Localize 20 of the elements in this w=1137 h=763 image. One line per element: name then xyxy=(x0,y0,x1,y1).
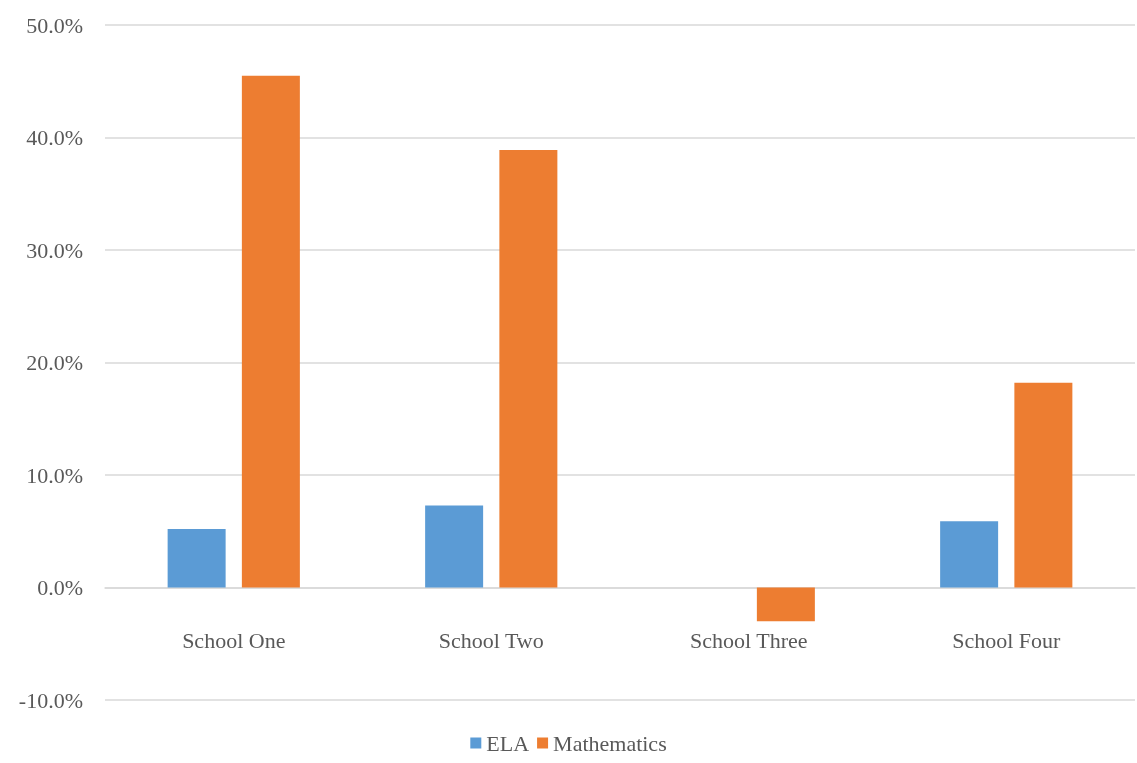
x-tick-label: School Three xyxy=(689,628,808,653)
bar xyxy=(425,505,484,588)
bar xyxy=(167,529,226,588)
y-tick-label: 40.0% xyxy=(26,125,83,150)
bar xyxy=(756,587,815,622)
bar xyxy=(940,521,999,588)
y-tick-label: 50.0% xyxy=(26,12,83,38)
y-tick-label: 10.0% xyxy=(26,462,83,488)
y-tick-label: -10.0% xyxy=(18,687,83,713)
legend-label: ELA xyxy=(486,730,530,756)
y-tick-label: 30.0% xyxy=(26,237,83,263)
bar xyxy=(1014,382,1073,588)
x-tick-label: School Four xyxy=(952,628,1061,653)
legend-label: Mathematics xyxy=(553,730,667,756)
bar xyxy=(241,75,300,588)
y-tick-label: 0.0% xyxy=(37,575,83,600)
x-tick-label: School Two xyxy=(438,628,544,653)
y-tick-label: 20.0% xyxy=(26,350,83,375)
x-tick-label: School One xyxy=(182,628,286,653)
bar xyxy=(499,149,558,588)
